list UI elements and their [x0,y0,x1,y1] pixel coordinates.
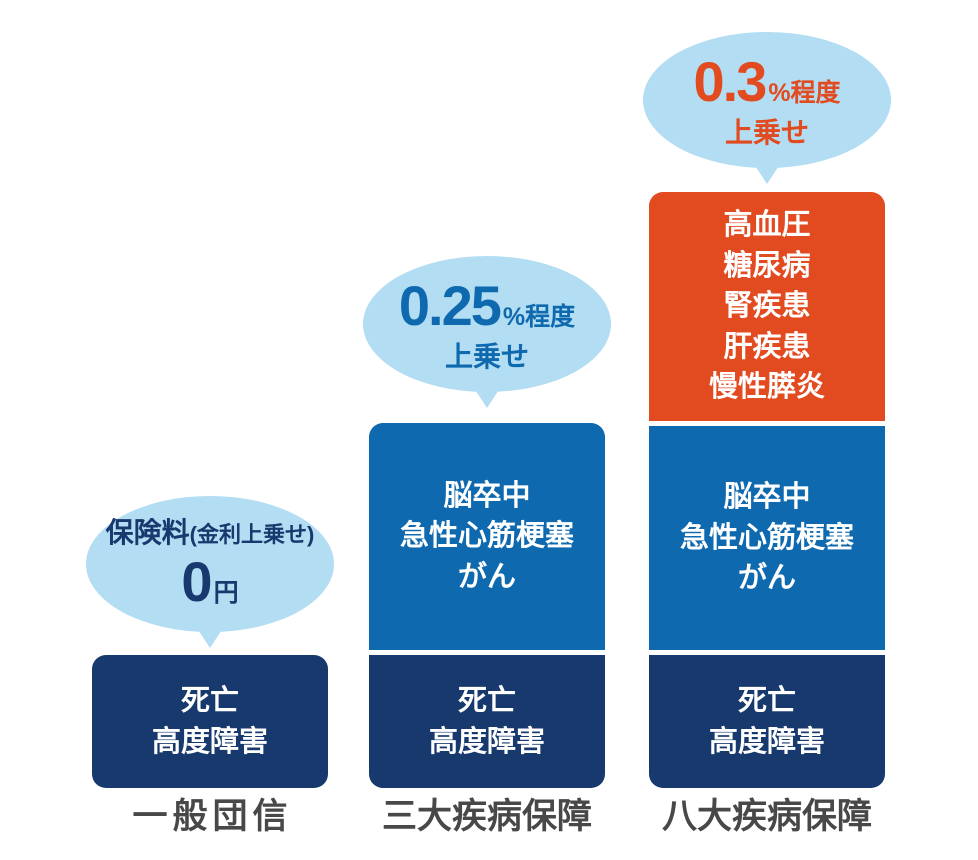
speech-bubble-tail-icon [750,158,784,184]
coverage-box-five-additional-diseases: 高血圧 糖尿病 腎疾患 肝疾患 慢性膵炎 [649,192,885,421]
column-label-general: 一般団信 [132,797,293,836]
coverage-box-three-diseases: 脳卒中 急性心筋梗塞 がん [649,426,885,650]
premium-unit: %程度 [502,302,576,331]
premium-value-line: 0 円 [181,549,239,613]
premium-bubble-three-disease: 0.25 %程度 上乗せ [363,256,611,408]
coverage-box-text: 死亡 高度障害 [151,684,268,758]
coverage-box-text: 脳卒中 急性心筋梗塞 がん [399,479,574,593]
premium-value: 0.3 [693,49,767,113]
premium-note: (金利上乗せ) [189,521,315,547]
coverage-box-text: 死亡 高度障害 [708,684,825,758]
coverage-box-text: 高血圧 糖尿病 腎疾患 肝疾患 慢性膵炎 [708,209,825,404]
premium-suffix: 上乗せ [724,116,809,148]
speech-bubble-tail-icon [193,622,227,648]
premium-value: 0 [181,549,212,613]
column-label-three-disease: 三大疾病保障 [381,797,592,836]
coverage-box-death-disability: 死亡 高度障害 [92,655,328,788]
coverage-box-three-diseases: 脳卒中 急性心筋梗塞 がん [369,423,605,650]
coverage-box-text: 死亡 高度障害 [428,684,545,758]
premium-label-line: 保険料 (金利上乗せ) [105,516,315,548]
premium-prefix: 保険料 [105,516,190,548]
column-label-eight-disease: 八大疾病保障 [661,797,872,836]
column-general-danshin: 保険料 (金利上乗せ) 0 円 死亡 高度障害 一般団信 [86,0,334,860]
premium-unit: %程度 [768,78,841,107]
column-eight-major-disease: 0.3 %程度 上乗せ 高血圧 糖尿病 腎疾患 肝疾患 慢性膵炎 脳卒中 急性心… [643,0,891,860]
premium-value-line: 0.25 %程度 [398,273,576,337]
premium-unit: 円 [213,578,239,607]
coverage-box-death-disability: 死亡 高度障害 [649,655,885,788]
premium-suffix: 上乗せ [444,340,529,372]
premium-value: 0.25 [398,273,502,337]
column-three-major-disease: 0.25 %程度 上乗せ 脳卒中 急性心筋梗塞 がん 死亡 高度障害 三大疾病保… [363,0,611,860]
premium-value-line: 0.3 %程度 [693,49,841,113]
speech-bubble-tail-icon [470,382,504,408]
premium-bubble-general: 保険料 (金利上乗せ) 0 円 [86,496,334,648]
coverage-box-text: 脳卒中 急性心筋梗塞 がん [679,481,854,595]
premium-bubble-eight-disease: 0.3 %程度 上乗せ [643,32,891,184]
coverage-box-death-disability: 死亡 高度障害 [369,655,605,788]
